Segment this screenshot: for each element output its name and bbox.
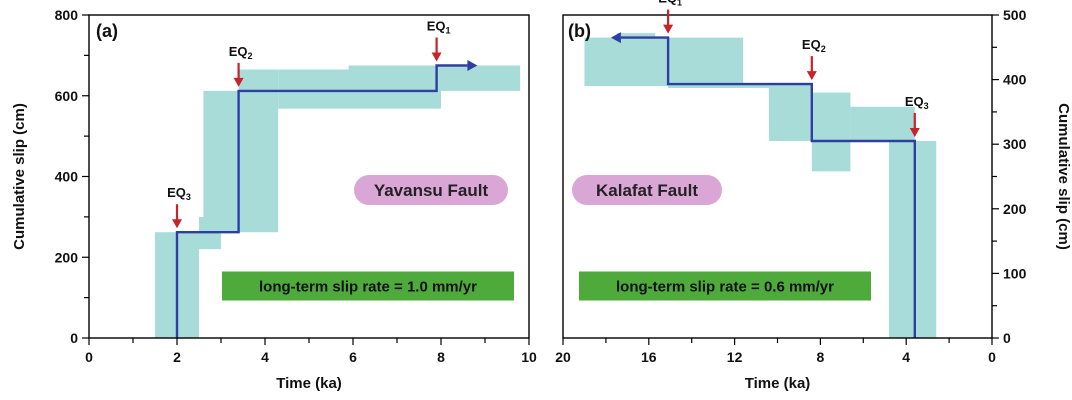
x-tick-label: 10 xyxy=(521,349,537,365)
y-tick-label: 600 xyxy=(55,88,79,104)
y-tick-label: 400 xyxy=(1003,72,1027,88)
eq-label-prefix: EQ xyxy=(905,94,924,109)
x-tick-label: 0 xyxy=(988,349,996,365)
uncertainty-box xyxy=(584,37,744,87)
y-tick-label: 200 xyxy=(55,249,79,265)
uncertainty-box xyxy=(668,82,812,88)
y-axis: 0 100 200 300 400 500 xyxy=(992,7,1027,346)
cumulative-slip-line xyxy=(175,64,468,338)
fault-name: Yavansu Fault xyxy=(374,181,489,200)
eq-label: EQ2 xyxy=(229,44,253,61)
uncertainty-box xyxy=(850,106,915,141)
eq-label: EQ1 xyxy=(427,18,451,35)
eq-label-subscript: 2 xyxy=(247,51,252,61)
slip-line-arrowhead xyxy=(467,59,478,71)
eq-label: EQ3 xyxy=(167,185,191,202)
uncertainty-box xyxy=(768,82,812,141)
uncertainty-box xyxy=(889,140,937,338)
y-tick-label: 0 xyxy=(70,330,78,346)
x-axis: 0 2 4 6 8 10 xyxy=(85,338,537,365)
earthquake-event: EQ1 xyxy=(658,0,682,34)
fault-name-pill xyxy=(354,175,508,205)
cumulative-slip-line xyxy=(620,36,916,338)
earthquake-event: EQ3 xyxy=(167,185,191,229)
x-axis: 20 16 12 8 4 0 xyxy=(555,338,996,365)
x-tick-label: 8 xyxy=(437,349,445,365)
y-tick-label: 500 xyxy=(1003,7,1027,23)
y-axis-title: Cumulative slip (cm) xyxy=(1055,103,1072,250)
earthquake-event: EQ1 xyxy=(427,18,451,62)
fault-name: Kalafat Fault xyxy=(596,181,698,200)
uncertainty-box xyxy=(616,33,656,38)
eq-arrow-head xyxy=(909,127,920,137)
panel-label: (b) xyxy=(568,21,591,41)
uncertainty-box xyxy=(203,90,239,233)
eq-arrow-head xyxy=(806,71,817,81)
slip-rate-label: long-term slip rate = 0.6 mm/yr xyxy=(616,279,834,296)
eq-arrow-head xyxy=(172,219,182,229)
slip-line-arrowhead xyxy=(610,32,621,44)
uncertainty-box xyxy=(441,65,521,91)
eq-label-prefix: EQ xyxy=(229,44,248,59)
x-tick-label: 6 xyxy=(349,349,357,365)
y-tick-label: 0 xyxy=(1003,330,1011,346)
slip-rate-label: long-term slip rate = 1.0 mm/yr xyxy=(259,279,477,296)
y-tick-label: 200 xyxy=(1003,201,1027,217)
eq-label-subscript: 1 xyxy=(677,0,682,8)
y-tick-label: 300 xyxy=(1003,136,1027,152)
uncertainty-envelope xyxy=(584,33,937,338)
x-tick-label: 2 xyxy=(173,349,181,365)
eq-label-subscript: 3 xyxy=(924,101,929,111)
x-tick-label: 12 xyxy=(727,349,743,365)
y-tick-label: 100 xyxy=(1003,265,1027,281)
uncertainty-box xyxy=(238,69,279,233)
x-tick-label: 8 xyxy=(817,349,825,365)
x-tick-label: 16 xyxy=(641,349,657,365)
eq-label-subscript: 3 xyxy=(186,192,191,202)
x-tick-label: 4 xyxy=(902,349,910,365)
eq-arrow-head xyxy=(233,77,244,87)
eq-label-prefix: EQ xyxy=(658,0,677,6)
eq-label: EQ3 xyxy=(905,94,929,111)
panel-a-yavansu: 0 2 4 6 8 10 0 200 400 600 800 Time (ka) Cumulative … xyxy=(11,7,537,392)
earthquake-event: EQ3 xyxy=(905,94,929,137)
x-tick-label: 0 xyxy=(85,349,93,365)
eq-label-subscript: 1 xyxy=(445,25,450,35)
y-tick-label: 800 xyxy=(55,7,79,23)
eq-label: EQ2 xyxy=(802,37,826,54)
eq-label-subscript: 2 xyxy=(821,44,826,54)
uncertainty-box xyxy=(278,69,441,109)
y-tick-label: 400 xyxy=(55,169,79,185)
x-tick-label: 4 xyxy=(261,349,269,365)
eq-label-prefix: EQ xyxy=(167,185,186,200)
y-axis: 0 200 400 600 800 xyxy=(55,7,89,346)
eq-label: EQ1 xyxy=(658,0,682,8)
fault-name-pill xyxy=(572,175,722,205)
slip-rate-box xyxy=(222,271,514,301)
eq-arrow-head xyxy=(431,52,442,62)
eq-label-prefix: EQ xyxy=(427,18,446,33)
slip-rate-box xyxy=(579,271,871,301)
panel-label: (a) xyxy=(96,21,118,41)
uncertainty-box xyxy=(811,92,851,172)
uncertainty-box xyxy=(348,65,468,70)
earthquake-event: EQ2 xyxy=(229,44,253,87)
earthquake-event: EQ2 xyxy=(802,37,826,81)
eq-label-prefix: EQ xyxy=(802,37,821,52)
x-tick-label: 20 xyxy=(555,349,571,365)
x-axis-title: Time (ka) xyxy=(276,375,342,392)
y-axis-title: Cumulative slip (cm) xyxy=(11,103,28,250)
x-axis-title: Time (ka) xyxy=(745,375,811,392)
uncertainty-envelope xyxy=(155,65,521,338)
eq-arrow-head xyxy=(663,24,674,34)
